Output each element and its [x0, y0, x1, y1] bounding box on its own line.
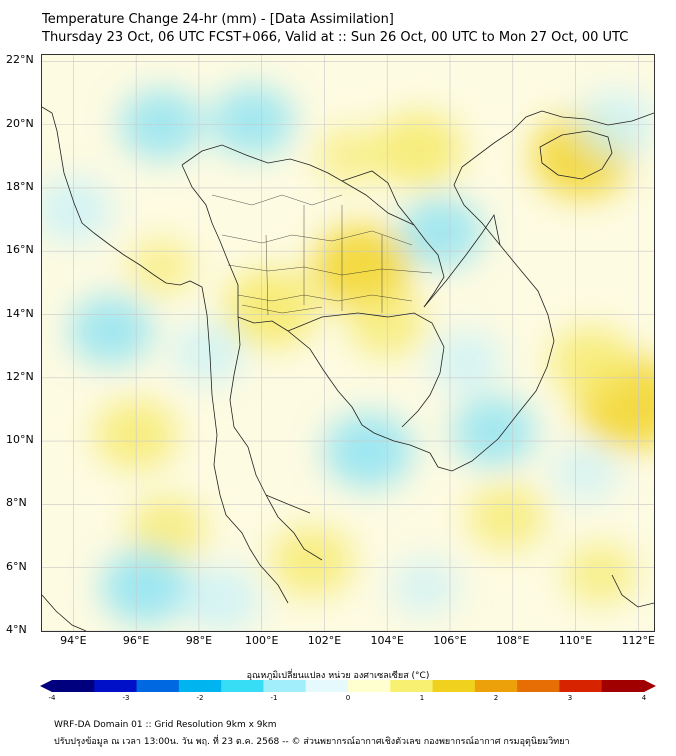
- coastline-myanmar-west: [42, 106, 203, 288]
- coastline-andaman: [201, 286, 289, 604]
- colorbar-tick-label: 0: [345, 694, 351, 702]
- anomaly-region-10: [467, 484, 546, 551]
- lon-tick-label: 106°E: [433, 634, 467, 647]
- lat-tick-label: 10°N: [6, 433, 34, 447]
- colorbar-title: อุณหภูมิเปลี่ยนแปลง หน่วย องศาเซลเซียส (…: [246, 671, 430, 681]
- lon-tick-label: 96°E: [122, 634, 150, 647]
- anomaly-region-0: [374, 112, 463, 188]
- lat-tick-label: 18°N: [6, 179, 34, 193]
- colorbar-swatch: [221, 680, 264, 692]
- anomaly-region-23: [101, 549, 190, 625]
- lon-tick-label: 94°E: [60, 634, 87, 647]
- anomaly-region-9: [270, 526, 354, 597]
- colorbar-swatch: [94, 680, 138, 692]
- coastline-borders: [42, 106, 654, 631]
- lat-tick-label: 22°N: [6, 53, 34, 67]
- lat-tick-label: 14°N: [6, 306, 34, 320]
- colorbar-tick-label: -2: [196, 694, 204, 702]
- lon-tick-label: 110°E: [558, 634, 593, 647]
- anomaly-region-21: [398, 197, 483, 268]
- colorbar-swatch: [178, 680, 222, 692]
- lat-tick-label: 12°N: [6, 369, 34, 383]
- colorbar-tick-label: 2: [493, 694, 499, 702]
- lat-tick-label: 8°N: [6, 496, 27, 510]
- lat-tick-label: 20°N: [6, 116, 34, 130]
- colorbar-max-extend: [644, 680, 656, 692]
- lon-tick-label: 108°E: [496, 634, 530, 647]
- colorbar: [40, 680, 656, 692]
- colorbar-tick-label: 3: [567, 694, 573, 702]
- colorbar-tick-label: 1: [419, 694, 425, 702]
- colorbar-swatch: [263, 680, 307, 692]
- coastline-china-south: [541, 110, 654, 126]
- border-thailand-west: [181, 164, 239, 317]
- colorbar-tick-label: -1: [270, 694, 278, 702]
- colorbar-swatch: [517, 680, 560, 692]
- anomaly-region-13: [315, 127, 384, 185]
- lon-tick-label: 100°E: [244, 634, 279, 647]
- anomaly-region-20: [452, 396, 536, 467]
- map-title: Temperature Change 24-hr (mm) - [Data As…: [42, 12, 394, 27]
- coastline-sumatra: [42, 594, 87, 631]
- colorbar-tick-label: 4: [641, 694, 647, 702]
- lat-tick-label: 6°N: [6, 559, 27, 573]
- coastline-borneo: [611, 574, 654, 608]
- lon-tick-label: 98°E: [185, 634, 213, 647]
- colorbar-swatch: [474, 680, 518, 692]
- colorbar-tick-label: -4: [48, 694, 56, 702]
- anomaly-region-17: [69, 295, 153, 366]
- colorbar-swatch: [559, 680, 603, 692]
- colorbar-swatch: [601, 680, 645, 692]
- anomaly-region-8: [128, 496, 207, 563]
- anomaly-region-22: [429, 331, 503, 393]
- colorbar-min-extend: [40, 680, 52, 692]
- anomaly-region-18: [171, 321, 245, 384]
- coastline-vietnam-south: [429, 340, 555, 472]
- anomaly-region-15: [210, 86, 294, 157]
- anomaly-region-11: [564, 543, 638, 605]
- graticule: [42, 55, 654, 631]
- lon-tick-label: 104°E: [370, 634, 404, 647]
- map-panel: [41, 54, 655, 632]
- anomaly-region-26: [551, 444, 619, 502]
- colorbar-swatch: [348, 680, 391, 692]
- colorbar-swatch: [305, 680, 349, 692]
- province-lines: [211, 194, 433, 316]
- colorbar-swatch: [390, 680, 434, 692]
- hainan-island: [539, 130, 613, 180]
- anomaly-region-2: [312, 225, 412, 309]
- map-subtitle-valid-time: Thursday 23 Oct, 06 UTC FCST+066, Valid …: [42, 30, 629, 45]
- coastline-vietnam-east: [453, 110, 555, 342]
- colorbar-swatch: [432, 680, 476, 692]
- lon-tick-label: 102°E: [307, 634, 342, 647]
- anomaly-region-6: [549, 326, 633, 398]
- border-cambodia: [287, 312, 445, 428]
- temperature-change-map: [42, 55, 654, 631]
- border-thailand-north: [181, 144, 445, 308]
- colorbar-swatch: [136, 680, 180, 692]
- footer-update-credit: ปรับปรุงข้อมูล ณ เวลา 13:00น. วัน พฤ. ที…: [54, 737, 570, 747]
- anomaly-region-12: [127, 238, 196, 296]
- lat-tick-label: 4°N: [6, 623, 27, 636]
- footer-model-info: WRF-DA Domain 01 :: Grid Resolution 9km …: [54, 720, 277, 730]
- border-laos-vietnam: [341, 180, 501, 308]
- colorbar-swatch: [52, 680, 95, 692]
- anomaly-region-24: [181, 566, 260, 631]
- anomaly-region-25: [391, 558, 459, 616]
- coastline-gulf-west: [229, 316, 323, 561]
- lon-tick-label: 112°E: [621, 634, 656, 647]
- border-malaysia: [265, 494, 311, 514]
- colorbar-tick-label: -3: [122, 694, 130, 702]
- coastline-gulf-east: [237, 316, 431, 454]
- anomaly-region-19: [324, 413, 413, 489]
- lat-tick-label: 16°N: [6, 243, 34, 257]
